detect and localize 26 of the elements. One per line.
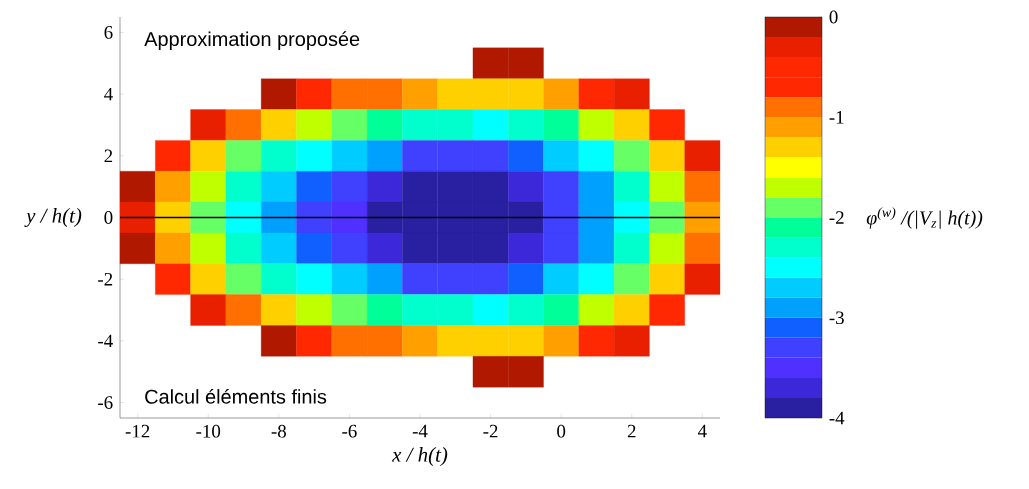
y-tick-label: 4 [104, 87, 113, 101]
color-bar-label: -4 [829, 411, 845, 425]
x-tick-label: -12 [125, 424, 150, 438]
y-tick-label: 6 [104, 26, 113, 39]
color-bar-label: 0 [829, 10, 838, 24]
x-tick-label: -4 [412, 424, 428, 438]
y-tick-label: -2 [98, 272, 113, 286]
x-tick-label: -2 [483, 424, 498, 438]
color-bar-label: -1 [829, 111, 844, 124]
x-tick-label: -6 [342, 424, 357, 438]
y-tick-label: -4 [98, 334, 113, 348]
y-axis-title: y / h(t) [24, 207, 82, 228]
x-axis-title: x / h(t) [391, 447, 448, 467]
x-tick-label: -10 [196, 424, 221, 438]
x-tick-label: 4 [698, 424, 707, 438]
y-tick-label: 2 [104, 149, 113, 163]
x-tick-label: 0 [557, 424, 566, 438]
y-tick-label: 0 [104, 211, 113, 224]
x-tick-label: -8 [271, 424, 286, 438]
color-bar-label: -2 [829, 211, 844, 224]
color-bar-title: φ$^{(w)}$ /(|V$_{z}$| h(t)) [866, 207, 983, 229]
annotation: Calcul éléments finis [145, 388, 327, 404]
x-tick-label: 2 [627, 424, 636, 438]
annotation: Approximation proposée [144, 31, 360, 51]
color-bar-label: -3 [829, 311, 844, 325]
y-tick-label: -6 [98, 396, 113, 409]
